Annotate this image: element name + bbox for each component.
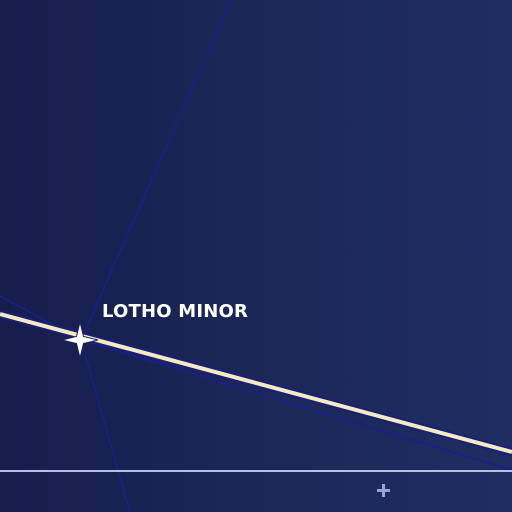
grid-line [80, 0, 232, 341]
grid-line [80, 339, 131, 512]
system-marker[interactable] [61, 321, 99, 359]
system-name-label[interactable]: LOTHO MINOR [102, 301, 249, 322]
grid-line [80, 339, 512, 471]
four-point-star-icon [61, 321, 99, 359]
plus-crosshair-icon[interactable] [377, 484, 390, 497]
